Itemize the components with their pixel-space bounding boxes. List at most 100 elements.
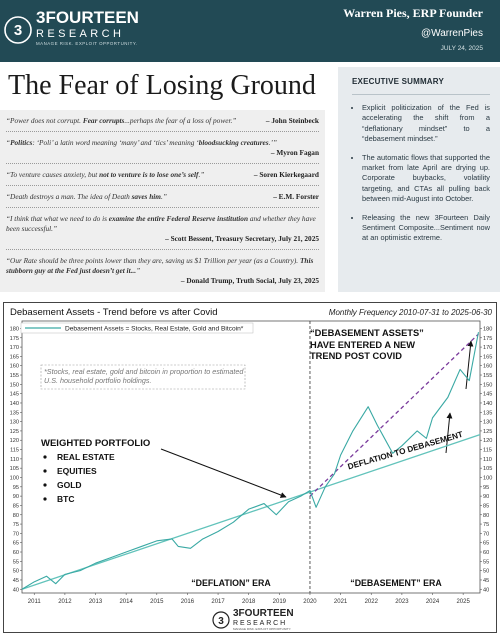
x-tick-label: 2020 [303, 599, 317, 605]
bullet-dot [43, 483, 47, 487]
header-graphics: 3 3FOURTEEN RESEARCH MANAGE RISK. EXPLOI… [4, 6, 484, 52]
x-tick-label: 2016 [181, 599, 195, 605]
series-line [21, 332, 480, 590]
summary-bullet: Explicit politicization of the Fed is ac… [362, 103, 490, 145]
x-tick-label: 2017 [211, 599, 225, 605]
tagline: MANAGE RISK. EXPLOIT OPPORTUNITY. [36, 41, 137, 46]
y2-tick-label: 130 [483, 420, 492, 426]
x-tick-label: 2012 [58, 599, 72, 605]
quote-attribution: – E.M. Forster [273, 192, 319, 201]
x-tick-label: 2021 [334, 599, 348, 605]
quote-text: “I think that what we need to do is exam… [6, 214, 319, 234]
quote-emphasis: saves him [131, 192, 161, 201]
y2-tick-label: 90 [483, 494, 489, 500]
chart-title: Debasement Assets - Trend before vs afte… [10, 307, 218, 318]
quote-attribution: – Scott Bessent, Treasury Secretary, Jul… [165, 234, 319, 243]
quote-emphasis: Fear corrupts [82, 116, 125, 125]
bullet-dot [43, 469, 47, 473]
y-tick-label: 105 [10, 466, 19, 472]
y2-tick-label: 85 [483, 503, 489, 509]
y-tick-label: 165 [10, 354, 19, 360]
plot-frame [21, 320, 481, 594]
y-tick-label: 70 [13, 531, 19, 537]
trend-line [21, 434, 481, 590]
quote-part: : ‘Poli’ a latin word meaning ‘many’ and… [32, 138, 199, 147]
summary-bullets: Explicit politicization of the Fed is ac… [352, 103, 490, 244]
quote-emphasis: examine the entire Federal Reserve insti… [108, 214, 249, 223]
arrow [160, 448, 287, 498]
y-tick-label: 175 [10, 336, 19, 342]
quote: “Power does not corrupt. Fear corrupts..… [6, 110, 319, 132]
y2-tick-label: 170 [483, 345, 492, 351]
y-tick-label: 50 [13, 569, 19, 575]
y-tick-label: 45 [13, 578, 19, 584]
y2-tick-label: 105 [483, 466, 492, 472]
y2-tick-label: 50 [483, 569, 489, 575]
quote-emphasis: not to venture is to lose one’s self [99, 170, 199, 179]
y2-tick-label: 140 [483, 401, 492, 407]
y-tick-label: 90 [13, 494, 19, 500]
y-tick-label: 80 [13, 513, 19, 519]
annotation: BTC [57, 494, 74, 504]
annotation: GOLD [57, 480, 82, 490]
y-tick-label: 130 [10, 420, 19, 426]
quote-text: “Death destroys a man. The idea of Death… [6, 192, 167, 202]
quote-part: ...perhaps the fear of a loss of power.” [124, 116, 237, 125]
quote-emphasis: This stubborn guy at the Fed just doesn’… [6, 256, 314, 275]
chart: 3 3FOURTEEN RESEARCH MANAGE RISK. EXPLOI… [3, 302, 497, 633]
y-tick-label: 55 [13, 559, 19, 565]
y2-tick-label: 40 [483, 587, 489, 593]
quote-part: ” [136, 266, 141, 275]
y-tick-label: 135 [10, 410, 19, 416]
x-tick-label: 2014 [119, 599, 133, 605]
y2-tick-label: 150 [483, 382, 492, 388]
y2-tick-label: 55 [483, 559, 489, 565]
x-tick-label: 2018 [242, 599, 256, 605]
page-title: The Fear of Losing Ground [8, 70, 316, 101]
footer-brand-sub: RESEARCH [233, 620, 287, 627]
y2-tick-label: 80 [483, 513, 489, 519]
quote-part: and whether they have been successful.” [6, 214, 316, 233]
y-tick-label: 150 [10, 382, 19, 388]
y2-tick-label: 65 [483, 541, 489, 547]
quote: “Politics: ‘Poli’ a latin word meaning ‘… [6, 132, 319, 164]
date: JULY 24, 2025 [441, 45, 484, 52]
x-tick-label: 2011 [28, 599, 42, 605]
legend-label: Debasement Assets = Stocks, Real Estate,… [65, 326, 244, 333]
quote-emphasis: Politics [10, 138, 33, 147]
brand: 3FOURTEEN [36, 8, 139, 27]
quote-text: “Our Rate should be three points lower t… [6, 256, 319, 276]
note-box [40, 364, 246, 390]
y-tick-label: 155 [10, 373, 19, 379]
quote-part: .” [198, 170, 205, 179]
y-tick-label: 40 [13, 587, 19, 593]
annotation-holder: “DEBASEMENT ASSETS” HAVE ENTERED A NEW T… [310, 328, 424, 361]
footer-tagline: MANAGE RISK. EXPLOIT OPPORTUNITY. [233, 627, 291, 631]
y2-tick-label: 75 [483, 522, 489, 528]
summary-title: EXECUTIVE SUMMARY [352, 77, 490, 95]
chart-subtitle: Monthly Frequency 2010-07-31 to 2025-06-… [329, 308, 493, 317]
quote: “To venture causes anxiety, but not to v… [6, 164, 319, 186]
y2-tick-label: 125 [483, 429, 492, 435]
y2-tick-label: 155 [483, 373, 492, 379]
annotation: “DEFLATION” ERA [191, 578, 271, 588]
quotes: “Power does not corrupt. Fear corrupts..… [0, 110, 325, 292]
y2-tick-label: 60 [483, 550, 489, 556]
bullet-dot [43, 455, 47, 459]
quote-text: “Power does not corrupt. Fear corrupts..… [6, 116, 236, 126]
trend-line [309, 333, 479, 497]
quote-part: .” [161, 192, 167, 201]
summary-bullet: The automatic flows that supported the m… [362, 153, 490, 205]
annotation: EQUITIES [57, 466, 97, 476]
x-tick-label: 2019 [273, 599, 287, 605]
quote-attribution: – John Steinbeck [265, 116, 319, 125]
y-tick-label: 120 [10, 438, 19, 444]
y-tick-label: 140 [10, 401, 19, 407]
y-tick-label: 125 [10, 429, 19, 435]
y-tick-label: 60 [13, 550, 19, 556]
footer-logo-ring [212, 611, 230, 629]
y2-tick-label: 45 [483, 578, 489, 584]
header: 3 3FOURTEEN RESEARCH MANAGE RISK. EXPLOI… [0, 0, 500, 62]
quote: “Our Rate should be three points lower t… [6, 250, 319, 291]
